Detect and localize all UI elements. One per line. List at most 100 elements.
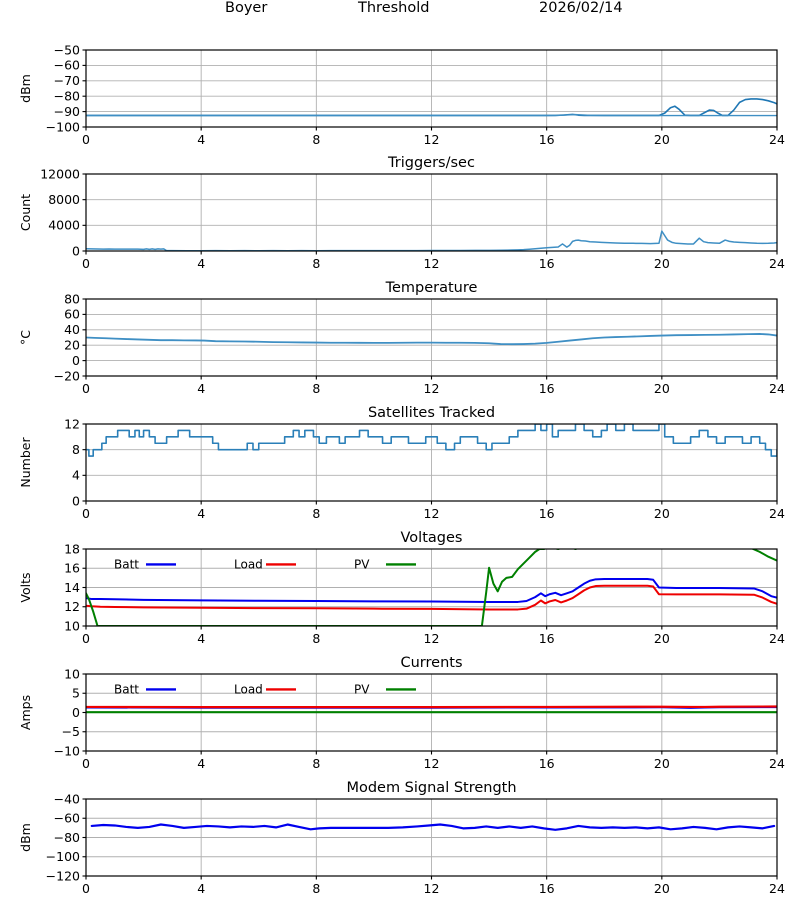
x-tick-label: 12 (424, 256, 440, 270)
y-tick-label: −20 (54, 368, 80, 383)
legend-label-batt: Batt (114, 557, 139, 571)
x-tick-label: 8 (312, 756, 320, 770)
y-tick-label: 0 (72, 705, 80, 720)
x-tick-label: 20 (654, 631, 670, 645)
y-tick-label: 80 (64, 291, 80, 306)
y-tick-label: 0 (72, 493, 80, 508)
panel-currents: Currents −10 −5 0 5 10 0 4 8 12 16 20 24 Amps Batt Load… (0, 652, 800, 770)
x-tick-label: 24 (769, 756, 785, 770)
x-tick-label: 4 (197, 132, 205, 146)
x-tick-label: 8 (312, 132, 320, 146)
x-tick-label: 8 (312, 631, 320, 645)
x-tick-label: 4 (197, 881, 205, 895)
chart-triggers: Triggers/sec 0 4000 8000 12000 0 4 8 12 16 20 24 Cou… (18, 155, 785, 270)
y-tick-label: 12000 (40, 166, 80, 181)
x-tick-label: 4 (197, 256, 205, 270)
x-tick-label: 12 (424, 506, 440, 520)
y-tick-label: 18 (64, 541, 80, 556)
panel-triggers: Triggers/sec 0 4000 8000 12000 0 4 8 12 16 20 24 Cou… (0, 152, 800, 270)
chart-title: Satellites Tracked (368, 405, 495, 421)
x-tick-label: 8 (312, 381, 320, 395)
x-tick-label: 16 (539, 756, 555, 770)
y-tick-label: −60 (54, 811, 80, 826)
y-tick-label: 8000 (48, 192, 80, 207)
x-tick-label: 16 (539, 132, 555, 146)
x-tick-label: 12 (424, 132, 440, 146)
series-line-load (86, 705, 777, 709)
x-tick-label: 16 (539, 881, 555, 895)
y-tick-label: 8 (72, 442, 80, 457)
series-line-pv (86, 549, 777, 626)
x-tick-label: 16 (539, 256, 555, 270)
x-tick-label: 16 (539, 381, 555, 395)
y-tick-label: 12 (64, 416, 80, 431)
chart-title: Modem Signal Strength (346, 780, 516, 796)
x-tick-label: 16 (539, 506, 555, 520)
x-tick-label: 20 (654, 881, 670, 895)
x-tick-label: 12 (424, 881, 440, 895)
y-tick-label: 20 (64, 338, 80, 353)
x-tick-label: 24 (769, 631, 785, 645)
panel-temperature: Temperature −20 0 20 40 60 80 0 4 8 12 16 20 24 °C (0, 277, 800, 395)
x-tick-label: 0 (82, 256, 90, 270)
y-tick-label: −60 (54, 58, 80, 73)
series-line-batt (86, 578, 777, 603)
legend-label-pv: PV (354, 557, 370, 571)
series-line-satellites (86, 424, 777, 457)
legend-label-load: Load (234, 557, 263, 571)
y-tick-label: 10 (64, 618, 80, 633)
chart-modem: Modem Signal Strength −120 −100 −80 −60 −40 0 4… (18, 780, 785, 895)
y-tick-label: −5 (62, 724, 80, 739)
chart-currents: Currents −10 −5 0 5 10 0 4 8 12 16 20 24 Amps Batt Load… (18, 655, 785, 770)
x-tick-label: 24 (769, 881, 785, 895)
y-tick-label: −80 (54, 89, 80, 104)
panel-satellites: Satellites Tracked 0 4 8 12 0 4 8 12 16 20 24 Number (0, 402, 800, 520)
x-tick-label: 20 (654, 256, 670, 270)
y-tick-label: 14 (64, 580, 80, 595)
y-tick-label: 10 (64, 666, 80, 681)
series-line-load (86, 584, 777, 611)
x-tick-label: 16 (539, 631, 555, 645)
x-tick-label: 8 (312, 881, 320, 895)
y-tick-label: −90 (54, 104, 80, 119)
x-tick-label: 4 (197, 756, 205, 770)
panel-voltages: Voltages 10 12 14 16 18 0 4 8 12 16 20 24 Volts Batt Lo… (0, 527, 800, 645)
panel-threshold: −100 −90 −80 −70 −60 −50 0 4 8 12 16 20 24 dBm (0, 28, 800, 146)
y-tick-label: −80 (54, 830, 80, 845)
header-station: Boyer (225, 0, 268, 16)
legend-label-load: Load (234, 682, 263, 696)
x-tick-label: 20 (654, 756, 670, 770)
y-tick-label: 12 (64, 599, 80, 614)
y-tick-label: 0 (72, 243, 80, 258)
x-tick-label: 20 (654, 506, 670, 520)
chart-title: Voltages (401, 530, 463, 546)
x-tick-label: 8 (312, 506, 320, 520)
chart-satellites: Satellites Tracked 0 4 8 12 0 4 8 12 16 20 24 Number (18, 405, 785, 520)
x-tick-label: 4 (197, 381, 205, 395)
y-tick-label: 0 (72, 353, 80, 368)
y-axis-label: Amps (18, 695, 33, 730)
panel-modem: Modem Signal Strength −120 −100 −80 −60 −40 0 4… (0, 777, 800, 895)
y-axis-label: dBm (18, 74, 33, 103)
series-line-temperature (86, 333, 777, 346)
y-tick-label: 40 (64, 322, 80, 337)
y-tick-label: 16 (64, 561, 80, 576)
x-tick-label: 4 (197, 506, 205, 520)
y-tick-label: −120 (46, 868, 80, 883)
x-tick-label: 0 (82, 756, 90, 770)
y-tick-label: −40 (54, 791, 80, 806)
legend-label-pv: PV (354, 682, 370, 696)
x-tick-label: 8 (312, 256, 320, 270)
y-axis-label: °C (18, 330, 33, 345)
x-tick-label: 0 (82, 381, 90, 395)
chart-title: Temperature (385, 280, 478, 296)
y-tick-label: 5 (72, 686, 80, 701)
series-line-triggers (86, 230, 777, 251)
x-tick-label: 12 (424, 381, 440, 395)
x-tick-label: 24 (769, 506, 785, 520)
x-tick-label: 0 (82, 881, 90, 895)
x-tick-label: 0 (82, 132, 90, 146)
y-axis-label: Number (18, 437, 33, 488)
y-tick-label: 4 (72, 468, 80, 483)
